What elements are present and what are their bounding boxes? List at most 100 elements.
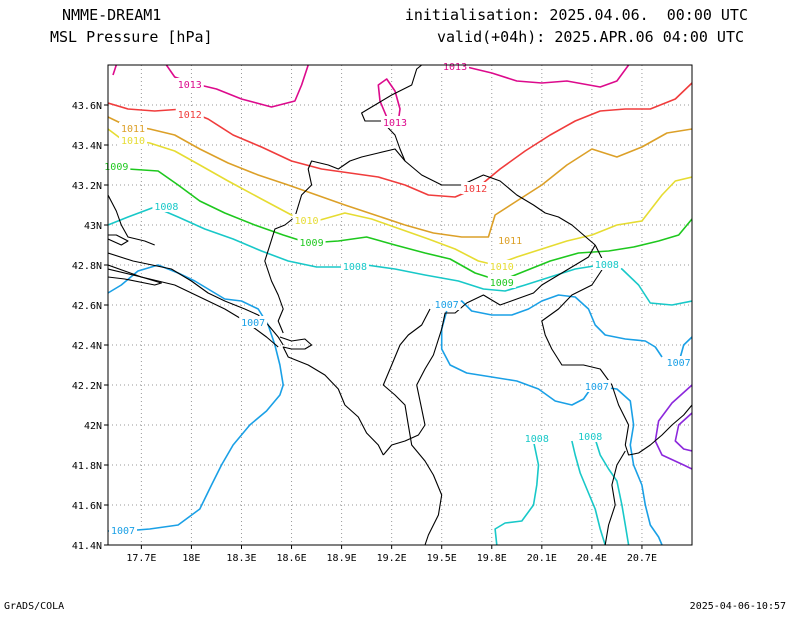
contour-label-1009: 1009: [490, 278, 514, 289]
x-tick-label: 17.7E: [126, 553, 156, 564]
coastline: [541, 244, 692, 456]
isobar-1007: [440, 310, 593, 406]
y-tick-label: 42.6N: [72, 301, 102, 312]
contour-label-bg: [432, 298, 461, 310]
isobar-low_center: [674, 412, 692, 452]
contour-label-bg: [487, 260, 516, 272]
coastline: [382, 244, 596, 456]
contour-label-1007: 1007: [667, 358, 691, 369]
isobar-1008: [494, 440, 540, 545]
contour-label-bg: [582, 380, 611, 392]
contour-label-bg: [487, 276, 516, 288]
contour-label-bg: [576, 430, 605, 442]
contour-label-bg: [175, 78, 204, 90]
y-tick-label: 42N: [84, 421, 102, 432]
x-tick-label: 18.3E: [226, 553, 256, 564]
contour-label-bg: [441, 60, 470, 72]
contour-label-1008: 1008: [154, 202, 178, 213]
isobar-1009: [108, 164, 692, 282]
contour-label-bg: [496, 234, 525, 246]
coastline: [604, 450, 626, 545]
isobar-1013: [112, 65, 118, 76]
contour-label-bg: [102, 160, 131, 172]
contour-label-1013: 1013: [443, 62, 467, 73]
contour-label-bg: [175, 108, 204, 120]
contour-labels: 1013101310131012101210111011101010101010…: [102, 60, 693, 537]
x-tick-label: 18.6E: [276, 553, 306, 564]
contour-label-1011: 1011: [498, 236, 522, 247]
footer-credit: GrADS/COLA: [4, 601, 65, 612]
isobar-1008: [594, 438, 630, 545]
footer-timestamp: 2025-04-06-10:57: [689, 601, 786, 612]
isobar-1011: [108, 116, 692, 238]
contour-label-1010: 1010: [490, 262, 514, 273]
contour-label-bg: [119, 122, 148, 134]
isobar-1010: [108, 128, 692, 266]
isobar-low_center: [654, 384, 692, 470]
contour-label-1008: 1008: [525, 434, 549, 445]
contour-label-1009: 1009: [300, 238, 324, 249]
contour-label-bg: [664, 356, 693, 368]
x-tick-label: 20.7E: [627, 553, 657, 564]
contour-label-1011: 1011: [121, 124, 145, 135]
y-tick-label: 43.4N: [72, 141, 102, 152]
contour-label-1012: 1012: [463, 184, 487, 195]
x-tick-label: 19.2E: [377, 553, 407, 564]
x-tick-label: 18.9E: [327, 553, 357, 564]
contour-label-bg: [292, 214, 321, 226]
y-tick-label: 43.2N: [72, 181, 102, 192]
isobar-1013: [450, 65, 630, 88]
y-tick-label: 41.8N: [72, 461, 102, 472]
valid-time: valid(+04h): 2025.APR.06 04:00 UTC: [436, 28, 744, 46]
init-time: initialisation: 2025.04.06. 00:00 UTC: [404, 6, 748, 24]
isobar-1007: [600, 386, 663, 545]
axis-ticks: 17.7E 18E 18.3E 18.6E 18.9E 19.2E 19.5E 19.8E 20…: [72, 101, 657, 564]
y-tick-label: 41.4N: [72, 541, 102, 552]
contour-label-bg: [109, 524, 138, 536]
grid-lines: [108, 65, 692, 546]
isobar-1008: [108, 206, 692, 306]
x-tick-label: 20.1E: [527, 553, 557, 564]
isobar-1008: [571, 440, 606, 545]
coastline: [279, 336, 384, 456]
contour-label-1012: 1012: [178, 110, 202, 121]
model-title: NMME-DREAM1: [62, 6, 162, 24]
y-tick-label: 42.8N: [72, 261, 102, 272]
x-tick-label: 18E: [182, 553, 200, 564]
contour-label-1009: 1009: [104, 162, 128, 173]
coastline: [108, 194, 155, 246]
contour-label-1008: 1008: [578, 432, 602, 443]
coastline: [264, 148, 406, 334]
y-tick-label: 42.2N: [72, 381, 102, 392]
contour-label-1007: 1007: [241, 318, 265, 329]
coastline: [361, 65, 596, 246]
contour-label-bg: [152, 200, 181, 212]
y-tick-label: 43N: [84, 221, 102, 232]
coastlines: [108, 65, 692, 545]
isobar-1007: [438, 294, 663, 358]
contour-label-1008: 1008: [343, 262, 367, 273]
variable-title: MSL Pressure [hPa]: [50, 28, 213, 46]
contour-label-1008: 1008: [595, 260, 619, 271]
isobar-1012: [108, 82, 692, 198]
contour-label-bg: [461, 182, 490, 194]
y-tick-label: 43.6N: [72, 101, 102, 112]
coastline: [108, 264, 162, 286]
contour-label-1010: 1010: [121, 136, 145, 147]
contour-label-1013: 1013: [178, 80, 202, 91]
contour-label-bg: [119, 134, 148, 146]
contour-label-bg: [239, 316, 268, 328]
y-tick-label: 42.4N: [72, 341, 102, 352]
contour-label-bg: [340, 260, 369, 272]
coastline: [108, 252, 284, 346]
contour-label-bg: [592, 258, 621, 270]
contour-label-1007: 1007: [111, 526, 135, 537]
coastline: [108, 234, 129, 246]
contour-label-bg: [380, 116, 409, 128]
contour-label-1007: 1007: [435, 300, 459, 311]
x-tick-label: 19.5E: [427, 553, 457, 564]
y-tick-label: 41.6N: [72, 501, 102, 512]
contour-label-bg: [297, 236, 326, 248]
x-tick-label: 19.8E: [477, 553, 507, 564]
